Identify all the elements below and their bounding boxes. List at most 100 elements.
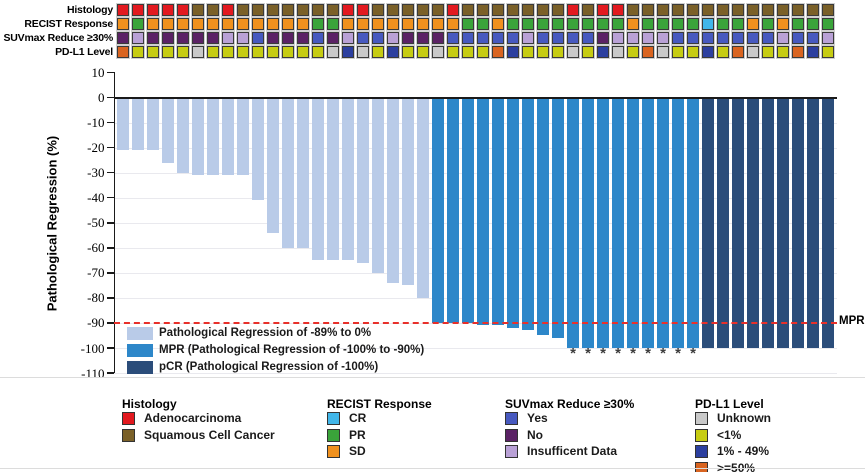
- legend-swatch: [505, 428, 518, 442]
- annotation-cell: [312, 46, 324, 58]
- annotation-cell: [657, 4, 669, 16]
- bar: [672, 98, 684, 348]
- annotation-cell: [717, 4, 729, 16]
- bar: [792, 98, 804, 348]
- annotation-cell: [477, 18, 489, 30]
- annotation-cell: [447, 18, 459, 30]
- track-label: SUVmax Reduce ≥30%: [3, 32, 113, 44]
- annotation-cell: [477, 32, 489, 44]
- annotation-cell: [417, 46, 429, 58]
- annotation-cell: [297, 46, 309, 58]
- annotation-cell: [297, 32, 309, 44]
- legend-swatch: [505, 445, 518, 458]
- bar: [222, 98, 234, 176]
- annotation-cell: [822, 46, 834, 58]
- annotation-cell: [267, 18, 279, 30]
- annotation-cell: [327, 4, 339, 16]
- annotation-cell: [612, 32, 624, 44]
- annotation-cell: [327, 46, 339, 58]
- legend-swatch: [695, 461, 708, 472]
- annotation-cell: [777, 18, 789, 30]
- annotation-cell: [222, 46, 234, 58]
- annotation-cell: [387, 46, 399, 58]
- annotation-cell: [492, 18, 504, 30]
- bar: [717, 98, 729, 348]
- legend-group-title: Histology: [122, 397, 177, 411]
- annotation-cell: [432, 46, 444, 58]
- annotation-cell: [192, 18, 204, 30]
- annotation-cell: [192, 4, 204, 16]
- annotation-cell: [357, 32, 369, 44]
- legend-label: Unknown: [717, 411, 771, 425]
- annotation-cell: [327, 18, 339, 30]
- annotation-cell: [387, 32, 399, 44]
- annotation-cell: [132, 18, 144, 30]
- annotation-cell: [762, 46, 774, 58]
- annotation-cell: [762, 18, 774, 30]
- annotation-cell: [657, 46, 669, 58]
- asterisk-marker: *: [660, 345, 666, 362]
- annotation-cell: [687, 46, 699, 58]
- annotation-cell: [492, 32, 504, 44]
- divider-line-top: [0, 377, 865, 378]
- bar: [732, 98, 744, 348]
- gridline: [113, 197, 837, 199]
- bar: [192, 98, 204, 176]
- annotation-cell: [717, 46, 729, 58]
- asterisk-marker: *: [675, 345, 681, 362]
- annotation-cell: [252, 32, 264, 44]
- annotation-cell: [162, 32, 174, 44]
- annotation-cell: [657, 32, 669, 44]
- bar: [612, 98, 624, 348]
- annotation-cell: [297, 4, 309, 16]
- annotation-cell: [192, 32, 204, 44]
- annotation-cell: [387, 4, 399, 16]
- annotation-cell: [807, 4, 819, 16]
- annotation-cell: [447, 46, 459, 58]
- annotation-cell: [747, 4, 759, 16]
- annotation-cell: [177, 32, 189, 44]
- track-label: PD-L1 Level: [55, 46, 113, 58]
- annotation-cell: [807, 32, 819, 44]
- annotation-cell: [162, 18, 174, 30]
- annotation-cell: [237, 4, 249, 16]
- annotation-cell: [642, 18, 654, 30]
- y-axis-tick-label: -100: [80, 340, 105, 356]
- y-axis-tick: [106, 222, 114, 224]
- annotation-cell: [372, 4, 384, 16]
- legend-label: <1%: [717, 427, 742, 442]
- annotation-cell: [687, 18, 699, 30]
- bar: [747, 98, 759, 348]
- annotation-cell: [417, 4, 429, 16]
- bar: [447, 98, 459, 323]
- annotation-cell: [237, 32, 249, 44]
- y-axis-tick-label: -110: [81, 365, 105, 381]
- legend-label: 1% - 49%: [717, 444, 770, 458]
- y-axis-tick: [106, 297, 114, 299]
- annotation-cell: [552, 32, 564, 44]
- annotation-cell: [402, 46, 414, 58]
- annotation-cell: [282, 18, 294, 30]
- annotation-cell: [402, 4, 414, 16]
- annotation-cell: [612, 4, 624, 16]
- y-axis-tick: [106, 196, 114, 199]
- annotation-cell: [342, 4, 354, 16]
- asterisk-marker: *: [600, 345, 606, 362]
- bar: [387, 98, 399, 283]
- annotation-cell: [552, 18, 564, 30]
- bar: [282, 98, 294, 248]
- annotation-cell: [312, 18, 324, 30]
- annotation-cell: [612, 46, 624, 58]
- legend-group-title: RECIST Response: [327, 397, 432, 411]
- annotation-cell: [417, 32, 429, 44]
- annotation-cell: [552, 46, 564, 58]
- bar: [432, 98, 444, 323]
- y-axis-tick-label: -80: [87, 290, 105, 306]
- annotation-cell: [432, 4, 444, 16]
- annotation-cell: [342, 32, 354, 44]
- y-axis-tick-label: -40: [87, 190, 105, 206]
- annotation-cell: [222, 32, 234, 44]
- asterisk-marker: *: [570, 345, 576, 362]
- gridline: [113, 373, 837, 375]
- legend-swatch: [695, 428, 708, 442]
